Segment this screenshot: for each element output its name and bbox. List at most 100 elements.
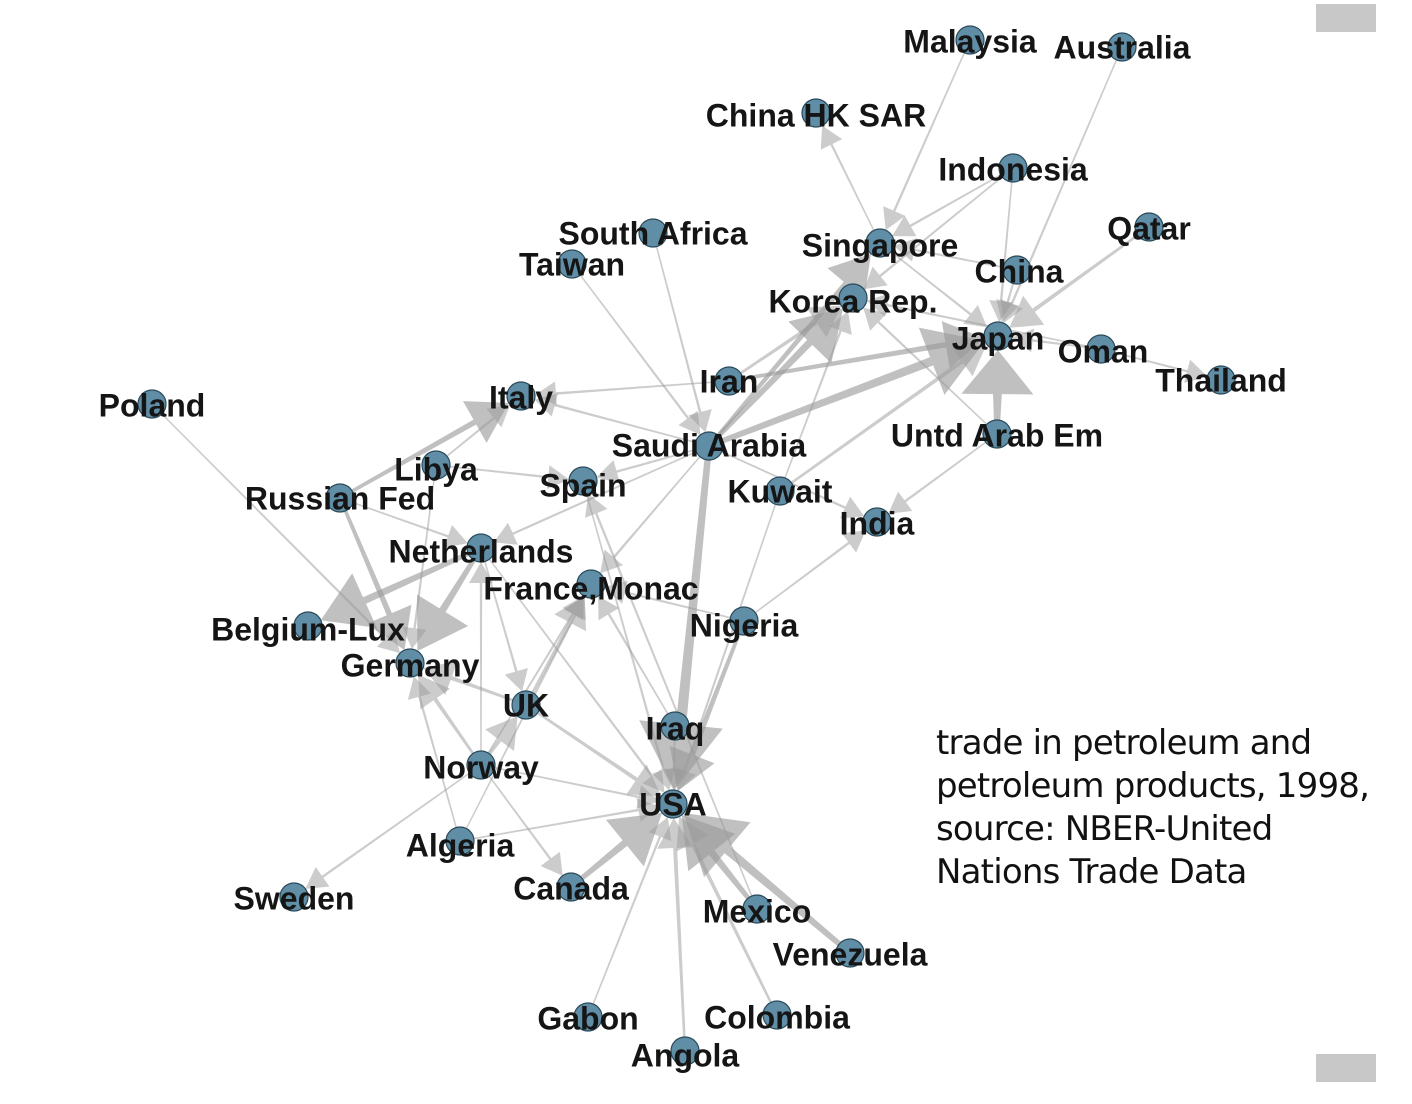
node-Iran [714,366,744,396]
edge-Iraq-to-France [598,596,676,727]
node-label-Libya: Libya [394,451,478,487]
edge-layer [151,39,1208,1052]
node-France [576,569,606,599]
edge-Mexico-to-Spain [585,494,758,910]
node-Kuwait [765,476,795,506]
node-Canada [556,872,586,902]
edge-Algeria-to-Germany [407,676,461,842]
node-label-Colombia: Colombia [704,999,850,1035]
edge-Iran-to-Italy [535,380,730,406]
node-Gabon [573,1002,603,1032]
edge-Singapore-to-ChinaHK [820,125,881,244]
edge-Netherlands-to-UK [480,547,528,692]
edge-Netherlands-to-USA [480,547,665,793]
edge-Gabon-to-USA [587,817,672,1018]
edge-Libya-to-Germany [402,464,437,650]
edge-Nigeria-to-USA [669,620,746,791]
node-Singapore [865,228,895,258]
node-label-SouthAfrica: South Africa [558,215,747,251]
edge-Norway-to-Canada [480,764,563,876]
node-Italy [506,381,536,411]
node-USA [658,789,688,819]
node-Oman [1086,334,1116,364]
node-Angola [670,1036,700,1066]
edge-Canada-to-USA [569,812,663,889]
node-label-Indonesia: Indonesia [938,151,1088,187]
node-ChinaHK [801,98,831,128]
node-Korea [838,283,868,313]
edge-UAE-to-India [888,433,998,514]
edge-SaudiArabia-to-France [600,445,710,574]
node-label-India: India [840,505,915,541]
edge-RussianFed-to-Italy [339,401,509,500]
node-Indonesia [998,153,1028,183]
node-label-Gabon: Gabon [537,1000,638,1036]
node-label-RussianFed: Russian Fed [245,480,435,516]
node-label-Spain: Spain [539,467,626,503]
node-India [862,507,892,537]
node-label-Australia: Australia [1054,29,1191,65]
node-label-Singapore: Singapore [802,227,958,263]
corner-box-top [1316,4,1376,32]
edge-RussianFed-to-Germany [338,497,412,651]
node-label-Canada: Canada [513,870,629,906]
node-Nigeria [729,606,759,636]
label-layer: Malaysia Australia China HK SAR Indonesia So… [99,23,1287,1073]
node-Qatar [1134,212,1164,242]
edge-SaudiArabia-to-Japan [708,327,985,449]
node-BelgiumLux [293,611,323,641]
node-UAE [982,419,1012,449]
edge-Kuwait-to-USA [673,490,781,791]
node-RussianFed [325,483,355,513]
node-label-Italy: Italy [489,379,553,415]
edge-Iran-to-Japan [728,321,985,383]
node-label-UAE: Untd Arab Em [891,417,1103,453]
node-label-Netherlands: Netherlands [389,533,574,569]
node-SaudiArabia [694,431,724,461]
node-Australia [1107,32,1137,62]
node-label-Qatar: Qatar [1107,210,1191,246]
edge-UK-to-USA [525,704,662,797]
node-Netherlands [466,533,496,563]
node-UK [511,690,541,720]
edge-SouthAfrica-to-SaudiArabia [652,232,712,433]
edge-Poland-to-Germany [151,403,401,654]
edge-Norway-to-France [480,596,584,766]
node-label-Mexico: Mexico [703,893,811,929]
node-Colombia [762,1000,792,1030]
figure-caption: trade in petroleum and petroleum product… [936,723,1370,892]
node-Spain [568,466,598,496]
edge-Nigeria-to-India [743,530,866,622]
node-label-Taiwan: Taiwan [519,246,625,282]
edge-UK-to-France [524,596,586,706]
edge-UAE-to-Korea [863,307,998,435]
edge-Taiwan-to-SaudiArabia [571,263,701,435]
node-label-Norway: Norway [423,749,539,785]
edge-Oman-to-Japan [1011,328,1102,353]
edge-SaudiArabia-to-Singapore [707,253,871,448]
edge-Venezuela-to-USA [683,813,852,955]
edge-SaudiArabia-to-USA [639,445,723,791]
node-label-Iraq: Iraq [646,710,705,746]
node-label-China: China [975,253,1064,289]
node-layer [137,25,1236,1066]
node-Japan [983,321,1013,351]
edge-Oman-to-Korea [866,293,1102,350]
edge-Colombia-to-USA [676,816,779,1016]
edge-Australia-to-Japan [1000,46,1123,324]
edge-Libya-to-Italy [435,404,511,466]
edge-Angola-to-USA [657,818,694,1052]
node-Malaysia [955,25,985,55]
edge-UAE-to-Japan [961,350,1034,434]
edge-Kuwait-to-Japan [779,344,987,492]
node-label-Iran: Iran [700,363,759,399]
node-label-Malaysia: Malaysia [903,23,1037,59]
node-label-BelgiumLux: Belgium-Lux [211,611,405,647]
node-label-ChinaHK: China HK SAR [706,97,926,133]
node-Algeria [445,826,475,856]
node-label-Angola: Angola [631,1037,740,1073]
node-label-Oman: Oman [1058,333,1149,369]
edge-RussianFed-to-Netherlands [339,497,468,548]
edge-SaudiArabia-to-Korea [707,308,844,448]
